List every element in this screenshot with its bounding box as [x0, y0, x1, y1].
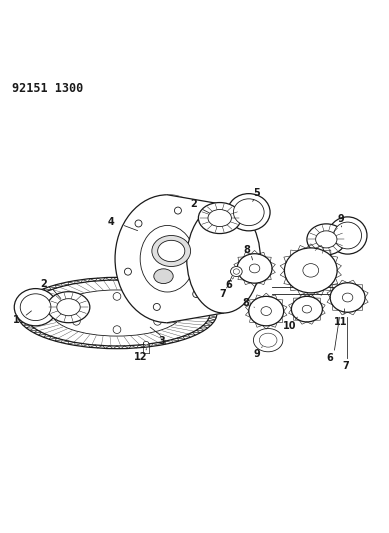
Ellipse shape	[261, 306, 272, 316]
Circle shape	[193, 290, 200, 297]
Text: 5: 5	[253, 188, 260, 198]
Ellipse shape	[334, 222, 361, 249]
Circle shape	[113, 293, 121, 300]
Ellipse shape	[315, 231, 337, 248]
Text: 9: 9	[338, 214, 344, 224]
Text: 92151 1300: 92151 1300	[12, 83, 84, 95]
Ellipse shape	[16, 277, 218, 350]
Text: 4: 4	[108, 217, 114, 227]
Polygon shape	[272, 287, 334, 294]
Text: 7: 7	[219, 289, 226, 300]
Ellipse shape	[342, 293, 353, 302]
Circle shape	[124, 268, 131, 275]
Circle shape	[72, 318, 80, 325]
Ellipse shape	[328, 217, 367, 254]
Ellipse shape	[259, 333, 277, 347]
Ellipse shape	[140, 225, 194, 292]
Ellipse shape	[233, 269, 240, 274]
Circle shape	[113, 326, 121, 334]
Ellipse shape	[302, 305, 312, 313]
Text: 3: 3	[158, 336, 165, 346]
Ellipse shape	[47, 292, 90, 322]
Ellipse shape	[249, 296, 284, 326]
Ellipse shape	[57, 298, 80, 316]
Ellipse shape	[284, 248, 337, 293]
Ellipse shape	[143, 342, 149, 345]
Ellipse shape	[330, 283, 365, 312]
Ellipse shape	[307, 224, 346, 255]
Text: 8: 8	[244, 245, 250, 255]
Ellipse shape	[208, 209, 231, 227]
Ellipse shape	[291, 296, 322, 322]
Polygon shape	[167, 195, 224, 322]
Text: 12: 12	[133, 352, 147, 362]
Ellipse shape	[187, 205, 260, 313]
Ellipse shape	[154, 269, 173, 284]
Ellipse shape	[115, 195, 220, 322]
Ellipse shape	[228, 193, 270, 231]
Text: 7: 7	[342, 361, 349, 371]
Text: 1: 1	[13, 315, 19, 325]
Ellipse shape	[152, 236, 191, 266]
Circle shape	[203, 243, 210, 249]
Text: 8: 8	[243, 298, 249, 308]
Circle shape	[153, 303, 160, 310]
Ellipse shape	[14, 288, 57, 326]
Text: 11: 11	[334, 317, 348, 327]
Ellipse shape	[198, 203, 241, 233]
Text: 2: 2	[40, 279, 47, 289]
Text: 6: 6	[327, 353, 333, 362]
Circle shape	[154, 318, 161, 325]
Ellipse shape	[303, 264, 319, 277]
Ellipse shape	[20, 294, 51, 320]
Text: 6: 6	[225, 280, 232, 290]
Ellipse shape	[158, 240, 185, 262]
Text: 10: 10	[283, 321, 296, 331]
Ellipse shape	[249, 264, 260, 273]
Circle shape	[135, 220, 142, 227]
Ellipse shape	[52, 290, 182, 336]
Circle shape	[154, 301, 161, 309]
Circle shape	[72, 301, 80, 309]
Circle shape	[174, 207, 181, 214]
Text: 2: 2	[190, 199, 197, 209]
Ellipse shape	[253, 328, 283, 352]
Ellipse shape	[233, 199, 264, 225]
Ellipse shape	[237, 254, 272, 283]
Ellipse shape	[231, 266, 242, 277]
Text: 9: 9	[253, 349, 260, 359]
